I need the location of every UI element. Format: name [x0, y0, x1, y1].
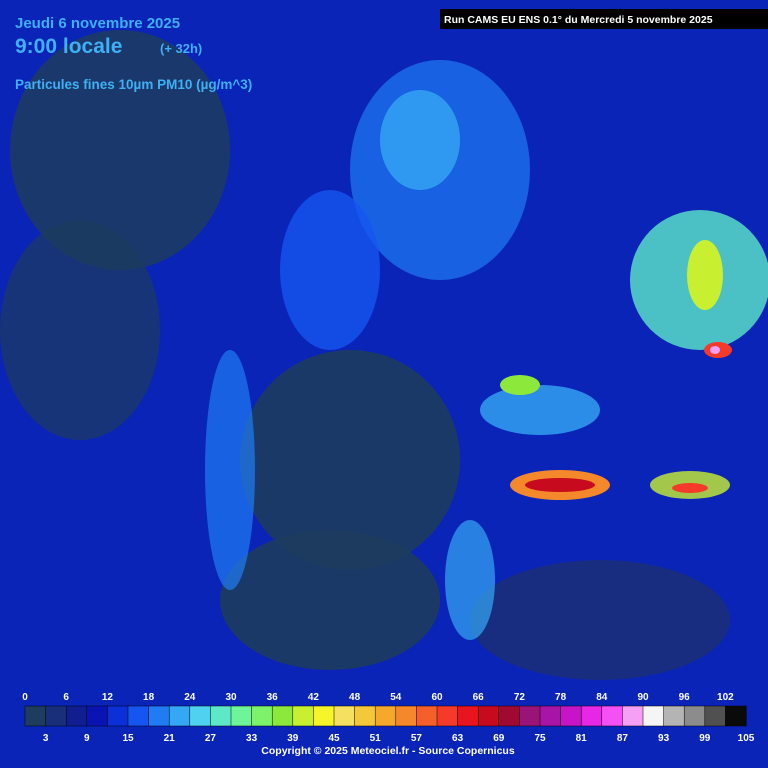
legend-swatch [704, 705, 726, 727]
legend-label: 84 [596, 692, 608, 703]
map-field [0, 30, 768, 680]
copyright: Copyright © 2025 Meteociel.fr - Source C… [261, 745, 515, 757]
legend-swatch [86, 705, 108, 727]
legend-swatch [251, 705, 273, 727]
legend-label: 81 [576, 733, 588, 744]
legend-swatch [622, 705, 644, 727]
legend-label: 36 [267, 692, 279, 703]
legend-swatch [642, 705, 665, 727]
legend-label: 105 [738, 733, 755, 744]
legend-label: 18 [143, 692, 155, 703]
legend-swatch [271, 705, 294, 727]
legend-label: 96 [679, 692, 691, 703]
legend-label: 69 [493, 733, 505, 744]
legend-swatch [395, 705, 417, 727]
legend-label: 45 [328, 733, 340, 744]
legend-label: 102 [717, 692, 734, 703]
legend-swatch [189, 705, 211, 727]
legend-label: 6 [63, 692, 69, 703]
legend-label: 42 [308, 692, 320, 703]
legend-swatch [580, 705, 603, 727]
legend-swatch [725, 705, 747, 727]
legend-swatch [230, 705, 253, 727]
legend-swatch [65, 705, 88, 727]
legend-label: 15 [122, 733, 134, 744]
legend-swatch [24, 705, 47, 727]
legend-label: 30 [225, 692, 237, 703]
legend-label: 39 [287, 733, 299, 744]
legend-label: 93 [658, 733, 670, 744]
legend-label: 3 [43, 733, 49, 744]
legend-swatch [457, 705, 479, 727]
legend-swatch [683, 705, 706, 727]
legend-swatch [374, 705, 397, 727]
legend-label: 78 [555, 692, 567, 703]
legend-swatch [601, 705, 623, 727]
legend-swatch [354, 705, 376, 727]
legend-label: 87 [617, 733, 629, 744]
legend-swatch [519, 705, 541, 727]
legend-label: 12 [102, 692, 114, 703]
legend-label: 51 [370, 733, 382, 744]
legend-swatch [477, 705, 500, 727]
legend-label: 75 [534, 733, 546, 744]
legend-swatch [313, 705, 335, 727]
legend-label: 66 [473, 692, 485, 703]
legend-swatch [168, 705, 191, 727]
legend-label: 54 [390, 692, 402, 703]
legend-swatch [127, 705, 150, 727]
legend-swatch [498, 705, 520, 727]
forecast-lead: (+ 32h) [160, 41, 202, 56]
legend-label: 60 [431, 692, 443, 703]
legend-label: 48 [349, 692, 361, 703]
legend-label: 63 [452, 733, 464, 744]
legend-swatch [539, 705, 562, 727]
legend-label: 21 [164, 733, 176, 744]
forecast-date: Jeudi 6 novembre 2025 [15, 15, 180, 32]
legend-label: 27 [205, 733, 217, 744]
legend-swatch [210, 705, 232, 727]
legend-swatch [663, 705, 685, 727]
legend-label: 24 [184, 692, 196, 703]
legend-label: 33 [246, 733, 258, 744]
legend-label: 0 [22, 692, 28, 703]
run-info: Run CAMS EU ENS 0.1° du Mercredi 5 novem… [444, 14, 713, 26]
run-banner [440, 9, 768, 29]
legend-swatch [148, 705, 170, 727]
legend-swatch [560, 705, 582, 727]
variable-name: Particules fines 10µm PM10 (µg/m^3) [15, 77, 252, 92]
legend-label: 90 [637, 692, 649, 703]
legend-label: 99 [699, 733, 711, 744]
legend-swatch [416, 705, 438, 727]
legend-swatch [436, 705, 459, 727]
legend-label: 9 [84, 733, 90, 744]
legend-swatch [333, 705, 356, 727]
legend-swatch [292, 705, 314, 727]
forecast-time: 9:00 locale [15, 35, 122, 58]
legend-swatch [45, 705, 67, 727]
legend-label: 57 [411, 733, 423, 744]
legend-swatch [107, 705, 129, 727]
legend-label: 72 [514, 692, 526, 703]
